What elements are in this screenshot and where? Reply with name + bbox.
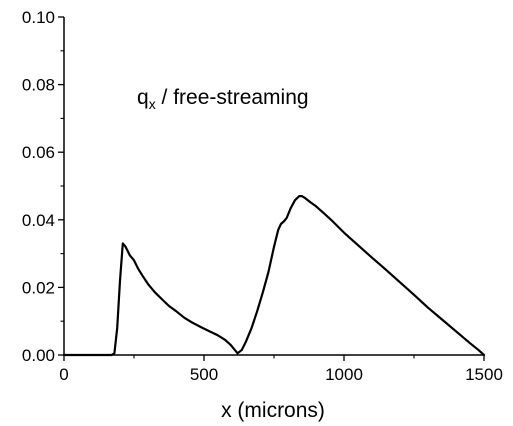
y-tick-label: 0.06 [22, 143, 55, 162]
ticks: 0 500 1000 1500 0.00 0.02 0.04 0.06 0.08 0.10 [22, 8, 503, 384]
y-tick-label: 0.10 [22, 8, 55, 27]
chart-annotation: qx / free-streaming [137, 86, 309, 112]
y-tick-label: 0.04 [22, 211, 55, 230]
y-tick-label: 0.08 [22, 76, 55, 95]
annotation-rest: / free-streaming [156, 86, 309, 109]
axes [63, 17, 484, 356]
series [62, 195, 486, 357]
y-tick-label: 0.00 [22, 346, 55, 365]
x-tick-label: 0 [59, 365, 68, 384]
x-tick-label: 500 [190, 365, 218, 384]
y-tick-label: 0.02 [22, 278, 55, 297]
x-tick-label: 1500 [465, 365, 503, 384]
series-line [62, 195, 486, 357]
annotation-base: q [137, 86, 149, 109]
x-axis-title: x (microns) [221, 399, 325, 422]
x-tick-label: 1000 [325, 365, 363, 384]
annotation-subscript: x [149, 96, 156, 112]
